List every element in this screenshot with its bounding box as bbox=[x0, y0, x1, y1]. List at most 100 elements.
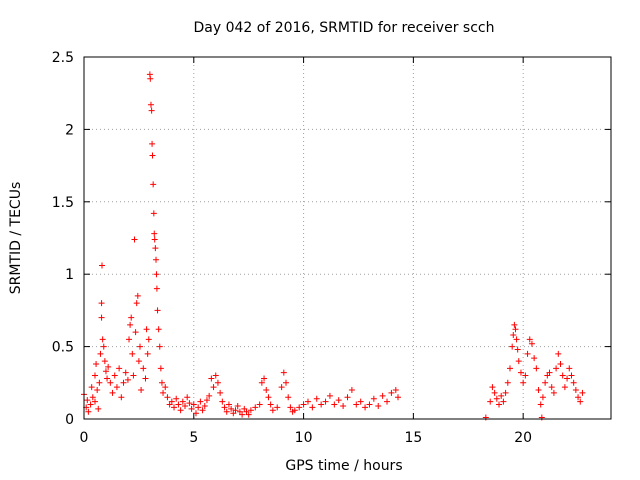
data-point bbox=[362, 404, 369, 411]
data-point bbox=[98, 314, 105, 321]
data-point bbox=[150, 181, 157, 188]
data-point bbox=[107, 379, 114, 386]
data-point bbox=[98, 300, 105, 307]
data-point bbox=[331, 401, 338, 408]
data-point bbox=[175, 401, 182, 408]
data-point bbox=[542, 379, 549, 386]
data-point bbox=[267, 401, 274, 408]
data-point bbox=[506, 365, 513, 372]
data-point bbox=[168, 398, 175, 405]
data-point bbox=[388, 389, 395, 396]
data-point bbox=[546, 369, 553, 376]
data-point bbox=[94, 387, 101, 394]
data-point bbox=[533, 365, 540, 372]
data-point bbox=[104, 375, 111, 382]
data-point bbox=[239, 411, 246, 418]
data-point bbox=[147, 75, 154, 82]
data-point bbox=[118, 394, 125, 401]
data-point bbox=[531, 355, 538, 362]
data-point bbox=[482, 414, 489, 421]
data-point bbox=[375, 402, 382, 409]
chart-title: Day 042 of 2016, SRMTID for receiver scc… bbox=[194, 20, 495, 36]
data-point bbox=[526, 336, 533, 343]
data-point bbox=[570, 379, 577, 386]
data-point bbox=[156, 343, 163, 350]
data-point bbox=[502, 389, 509, 396]
data-point bbox=[577, 398, 584, 405]
data-point bbox=[91, 372, 98, 379]
data-point bbox=[210, 384, 217, 391]
data-point bbox=[366, 401, 373, 408]
data-point bbox=[219, 398, 226, 405]
data-point bbox=[199, 407, 206, 414]
data-point bbox=[285, 394, 292, 401]
data-point bbox=[498, 392, 505, 399]
data-point bbox=[522, 372, 529, 379]
x-tick-label: 15 bbox=[404, 430, 422, 446]
data-point bbox=[151, 230, 158, 237]
data-point bbox=[109, 389, 116, 396]
data-point bbox=[322, 398, 329, 405]
data-point bbox=[510, 332, 517, 339]
data-point bbox=[160, 389, 167, 396]
y-tick-label: 0 bbox=[65, 412, 74, 428]
data-point bbox=[197, 398, 204, 405]
data-point bbox=[152, 245, 159, 252]
y-axis-label: SRMTID / TECUs bbox=[8, 182, 24, 295]
data-point bbox=[370, 395, 377, 402]
data-point bbox=[88, 384, 95, 391]
data-point bbox=[559, 372, 566, 379]
data-point bbox=[348, 387, 355, 394]
data-point bbox=[280, 369, 287, 376]
data-point bbox=[524, 350, 531, 357]
data-point bbox=[132, 329, 139, 336]
data-point bbox=[188, 405, 195, 412]
data-point bbox=[572, 387, 579, 394]
data-point bbox=[504, 379, 511, 386]
data-point bbox=[548, 384, 555, 391]
x-tick-label: 0 bbox=[80, 430, 89, 446]
data-point bbox=[269, 407, 276, 414]
data-point bbox=[296, 404, 303, 411]
data-point bbox=[357, 398, 364, 405]
data-point bbox=[509, 343, 516, 350]
data-point bbox=[147, 101, 154, 108]
data-point bbox=[120, 379, 127, 386]
data-point bbox=[133, 300, 140, 307]
data-point bbox=[126, 336, 133, 343]
data-point bbox=[384, 398, 391, 405]
data-point bbox=[258, 379, 265, 386]
data-point bbox=[93, 360, 100, 367]
grid bbox=[84, 57, 611, 419]
data-point bbox=[206, 392, 213, 399]
data-point bbox=[353, 401, 360, 408]
data-point bbox=[579, 389, 586, 396]
data-point bbox=[148, 107, 155, 114]
data-point bbox=[313, 395, 320, 402]
data-point bbox=[252, 404, 259, 411]
y-tick-label: 1 bbox=[65, 267, 74, 283]
data-point bbox=[140, 365, 147, 372]
data-point bbox=[493, 395, 500, 402]
data-point bbox=[184, 394, 191, 401]
data-point bbox=[561, 384, 568, 391]
data-point bbox=[247, 407, 254, 414]
data-point bbox=[134, 292, 141, 299]
data-point bbox=[517, 369, 524, 376]
data-point bbox=[228, 405, 235, 412]
data-point bbox=[203, 397, 210, 404]
axis-ticks: 0 5 10 15 20 0 0.5 1 1.5 2 2.5 bbox=[52, 50, 611, 446]
data-point bbox=[128, 314, 135, 321]
data-point bbox=[500, 398, 507, 405]
data-point bbox=[173, 395, 180, 402]
data-point bbox=[487, 398, 494, 405]
data-point bbox=[96, 379, 103, 386]
data-point bbox=[153, 256, 160, 263]
data-point bbox=[99, 336, 106, 343]
data-point bbox=[164, 394, 171, 401]
data-point bbox=[557, 360, 564, 367]
data-point bbox=[130, 372, 137, 379]
data-point bbox=[95, 405, 102, 412]
data-point bbox=[234, 402, 241, 409]
data-point bbox=[225, 401, 232, 408]
